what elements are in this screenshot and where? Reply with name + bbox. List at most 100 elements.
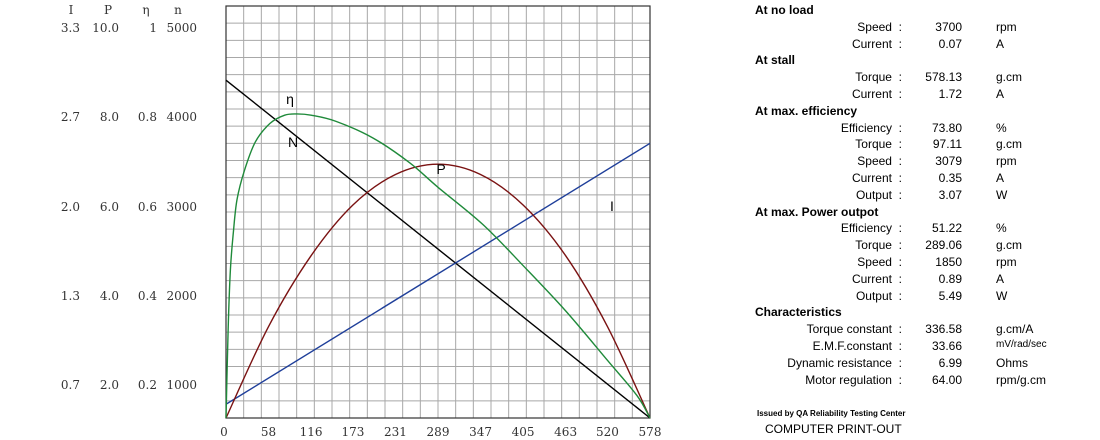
tick-label-current: 3.3 [61,21,80,35]
tick-label-power: 8.0 [100,110,119,124]
stat-row: Current : 0.35 A [752,171,1092,187]
stat-row: E.M.F.constant : 33.66 mV/rad/sec [752,339,1092,355]
stat-row: Torque : 578.13 g.cm [752,70,1092,86]
x-tick-label: 463 [554,425,577,439]
stat-value: 64.00 [931,372,962,387]
stat-unit: A [996,171,1005,185]
stat-unit: g.cm [996,70,1023,85]
stat-label: Current : [851,87,902,101]
stat-value: 0.35 [938,171,962,185]
stat-value: 6.99 [938,355,962,370]
stat-label: Speed : [857,19,902,34]
stat-unit: % [996,221,1007,236]
tick-label-efficiency: 0.8 [138,110,157,124]
section-title: At no load [755,3,814,17]
stat-row: Speed : 3700 rpm [752,20,1092,36]
stat-unit: g.cm [996,238,1023,253]
x-tick-label: 116 [300,425,323,439]
stat-label: Torque : [855,70,902,85]
tick-label-power: 4.0 [100,289,119,303]
series-line-speed [225,79,651,419]
stat-unit: rpm/g.cm [996,372,1047,387]
stat-unit: Ohms [996,355,1029,370]
tick-label-power: 2.0 [100,378,119,392]
stat-unit: A [996,271,1005,286]
stat-label: Torque : [855,137,902,152]
stat-label: Dynamic resistance : [787,355,902,370]
x-tick-label: 405 [512,425,535,439]
stat-label: Torque : [855,238,902,253]
series-label-power: P [436,161,445,177]
series-label-efficiency: η [286,91,294,107]
stat-row: Torque : 97.11 g.cm [752,137,1092,153]
stat-label: Current : [851,171,902,185]
x-tick-label: 173 [341,425,364,439]
stat-label: Efficiency : [840,221,902,236]
axis-header-power: P [104,3,112,17]
stat-label: Efficiency : [840,120,902,135]
stat-row: Torque constant : 336.58 g.cm/A [752,322,1092,338]
tick-label-speed: 5000 [166,21,197,35]
stat-label: Current : [851,271,902,286]
stat-unit: A [996,36,1005,51]
tick-label-speed: 4000 [166,110,197,124]
x-tick-label: 0 [220,425,228,439]
x-tick-label: 347 [469,425,492,439]
stat-unit: W [996,288,1008,303]
stat-value: 1850 [935,255,962,269]
stat-value: 33.66 [931,339,962,353]
section-title: Characteristics [755,305,842,320]
tick-label-efficiency: 0.6 [138,200,157,214]
tick-label-current: 2.7 [61,110,80,124]
tick-label-power: 10.0 [92,21,119,35]
x-tick-label: 231 [384,425,407,439]
stat-label: Output : [855,187,902,202]
stat-row: Motor regulation : 64.00 rpm/g.cm [752,373,1092,389]
stat-value: 0.89 [938,271,962,286]
stat-value: 336.58 [925,322,962,337]
stat-row: Speed : 3079 rpm [752,154,1092,170]
section-title: At stall [755,53,796,68]
stat-row: Current : 0.89 A [752,272,1092,288]
stat-label: Output : [855,288,902,303]
stat-unit: g.cm/A [996,322,1034,337]
stat-value: 5.49 [938,288,962,303]
stat-row: Current : 1.72 A [752,87,1092,103]
stat-unit: mV/rad/sec [996,339,1047,350]
series-label-speed: N [288,134,298,150]
stat-unit: A [996,87,1005,101]
axis-header-speed: n [174,3,182,17]
computer-printout-label: COMPUTER PRINT-OUT [765,422,902,436]
stat-value: 578.13 [925,70,962,85]
stat-label: E.M.F.constant : [812,339,902,353]
x-tick-label: 289 [427,425,450,439]
stat-row: Torque : 289.06 g.cm [752,238,1092,254]
stat-row: Efficiency : 51.22% [752,221,1092,237]
stat-value: 1.72 [938,87,962,101]
stat-row: Output : 3.07 W [752,188,1092,204]
series-line-efficiency [225,113,651,419]
stat-unit: rpm [996,19,1017,34]
x-tick-label: 58 [261,425,276,439]
stat-value: 0.07 [938,36,962,51]
tick-label-current: 2.0 [61,200,80,214]
performance-data-panel: Issued by QA Reliability Testing Center … [752,0,1092,440]
tick-label-speed: 3000 [166,200,197,214]
stat-label: Current : [851,36,902,51]
stat-row: Dynamic resistance : 6.99 Ohms [752,356,1092,372]
tick-label-speed: 2000 [166,289,197,303]
section-title: At max. efficiency [755,103,858,118]
stat-unit: % [996,120,1007,135]
stat-value: 289.06 [925,238,962,253]
stat-unit: rpm [996,154,1017,169]
stat-label: Speed : [857,255,902,269]
stat-row: Speed : 1850 rpm [752,255,1092,271]
tick-label-efficiency: 0.4 [138,289,157,303]
issued-by-note: Issued by QA Reliability Testing Center [757,409,906,418]
series-line-power [225,163,651,419]
stat-label: Torque constant : [806,322,902,337]
stat-label: Motor regulation : [805,372,902,387]
stat-label: Speed : [857,154,902,169]
tick-label-current: 0.7 [61,378,80,392]
